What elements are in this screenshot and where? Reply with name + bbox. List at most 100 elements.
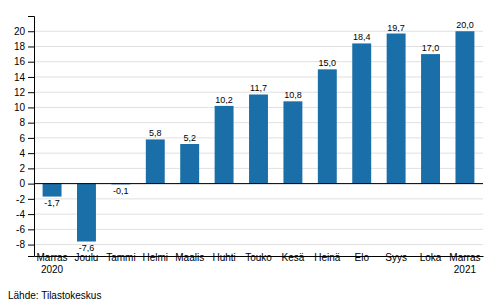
x-tick-label-line: Elo — [354, 252, 369, 263]
bar — [455, 31, 474, 183]
x-tick-label: Huhti — [212, 252, 235, 263]
y-tick-label: -8 — [16, 239, 25, 250]
x-tick-label-line: Marras — [37, 252, 68, 263]
x-tick: Tammi — [106, 252, 135, 263]
bar — [43, 184, 62, 197]
y-tick-mark — [28, 153, 34, 154]
y-tick-mark — [28, 77, 34, 78]
x-axis: Marras2020JouluTammiHelmiMaalisHuhtiTouk… — [35, 252, 484, 275]
y-tick: -4 — [16, 209, 34, 220]
y-tick-label: 2 — [19, 163, 25, 174]
x-tick-label-line: Maalis — [175, 252, 204, 263]
y-tick: 20 — [14, 26, 34, 37]
x-tick-label-line: Helmi — [143, 252, 169, 263]
bar — [387, 34, 406, 184]
x-tick-label-line: 2020 — [41, 264, 64, 275]
y-tick-label: 20 — [14, 26, 26, 37]
y-tick-mark — [28, 184, 34, 185]
y-tick-label: 4 — [19, 148, 25, 159]
y-tick: 14 — [14, 72, 34, 83]
y-tick: 0 — [19, 178, 34, 189]
grid-line — [34, 244, 483, 245]
y-tick-mark — [28, 107, 34, 108]
y-tick-mark — [28, 62, 34, 63]
data-label: -7,6 — [79, 243, 95, 253]
x-tick: Marras2020 — [37, 252, 68, 275]
x-tick: Joulu — [75, 252, 99, 263]
data-label: 10,2 — [215, 95, 233, 105]
y-tick-label: -2 — [16, 194, 25, 205]
data-label: 20,0 — [456, 20, 474, 30]
x-tick-label: Joulu — [75, 252, 99, 263]
y-tick-label: -6 — [16, 224, 25, 235]
grid-line — [34, 46, 483, 47]
x-tick-label: Marras2020 — [37, 252, 68, 275]
data-label: 18,4 — [353, 32, 371, 42]
footnote: Lähde: Tilastokeskus — [8, 290, 101, 301]
y-tick-label: 12 — [14, 87, 26, 98]
grid-line — [34, 229, 483, 230]
data-label: 15,0 — [319, 58, 337, 68]
y-tick: 4 — [19, 148, 34, 159]
x-tick-label-line: Heinä — [314, 252, 341, 263]
grid — [34, 31, 483, 244]
y-tick: 16 — [14, 56, 34, 67]
x-tick-label: Syys — [385, 252, 407, 263]
y-tick-mark — [28, 123, 34, 124]
x-tick-label: Marras2021 — [449, 252, 480, 275]
grid-line — [34, 31, 483, 32]
data-label: 11,7 — [250, 83, 267, 93]
y-tick: -2 — [16, 194, 34, 205]
x-tick-label: Heinä — [314, 252, 341, 263]
x-tick-label-line: Syys — [385, 252, 407, 263]
grid-line — [34, 198, 483, 199]
y-tick-mark — [28, 229, 34, 230]
data-label: 19,7 — [387, 23, 405, 33]
x-tick-label: Loka — [420, 252, 442, 263]
data-label: -0,1 — [113, 186, 129, 196]
grid-line — [34, 76, 483, 77]
zero-line — [34, 183, 483, 184]
y-tick: -6 — [16, 224, 34, 235]
y-tick-label: 14 — [14, 72, 26, 83]
grid-line — [34, 61, 483, 62]
x-tick: Touko — [245, 252, 272, 263]
bar — [146, 139, 165, 183]
x-tick: Maalis — [175, 252, 204, 263]
y-tick: 10 — [14, 102, 34, 113]
y-tick-label: 18 — [14, 41, 26, 52]
x-tick-label: Tammi — [106, 252, 135, 263]
y-tick: 12 — [14, 87, 34, 98]
data-label: 17,0 — [422, 43, 440, 53]
bar — [180, 144, 199, 184]
data-labels: -1,7-7,6-0,15,85,210,211,710,815,018,419… — [44, 20, 473, 253]
y-tick-mark — [28, 214, 34, 215]
x-tick-label-line: Huhti — [212, 252, 235, 263]
y-tick-mark — [28, 245, 34, 246]
y-tick-mark — [28, 46, 34, 47]
y-tick: 6 — [19, 133, 34, 144]
y-tick: 2 — [19, 163, 34, 174]
chart: -8-6-4-202468101214161820Marras2020Joulu… — [0, 0, 493, 304]
x-tick: Syys — [385, 252, 407, 263]
grid-line — [34, 183, 483, 184]
x-tick-label-line: Loka — [420, 252, 442, 263]
y-tick-label: 0 — [19, 178, 25, 189]
plot-area — [43, 31, 475, 241]
x-tick-label: Helmi — [143, 252, 169, 263]
x-tick-label-line: 2021 — [454, 264, 477, 275]
x-tick: Loka — [420, 252, 442, 263]
y-tick-mark — [28, 199, 34, 200]
y-tick-label: 10 — [14, 102, 26, 113]
y-tick: 8 — [19, 117, 34, 128]
x-tick-label-line: Marras — [449, 252, 480, 263]
x-tick-label: Maalis — [175, 252, 204, 263]
bar — [215, 106, 234, 184]
y-tick-mark — [28, 31, 34, 32]
data-label: 5,2 — [183, 133, 196, 143]
x-tick-label: Touko — [245, 252, 272, 263]
y-axis-line — [28, 17, 35, 257]
data-label: -1,7 — [44, 198, 60, 208]
x-tick-label: Kesä — [282, 252, 305, 263]
x-tick: Helmi — [143, 252, 169, 263]
